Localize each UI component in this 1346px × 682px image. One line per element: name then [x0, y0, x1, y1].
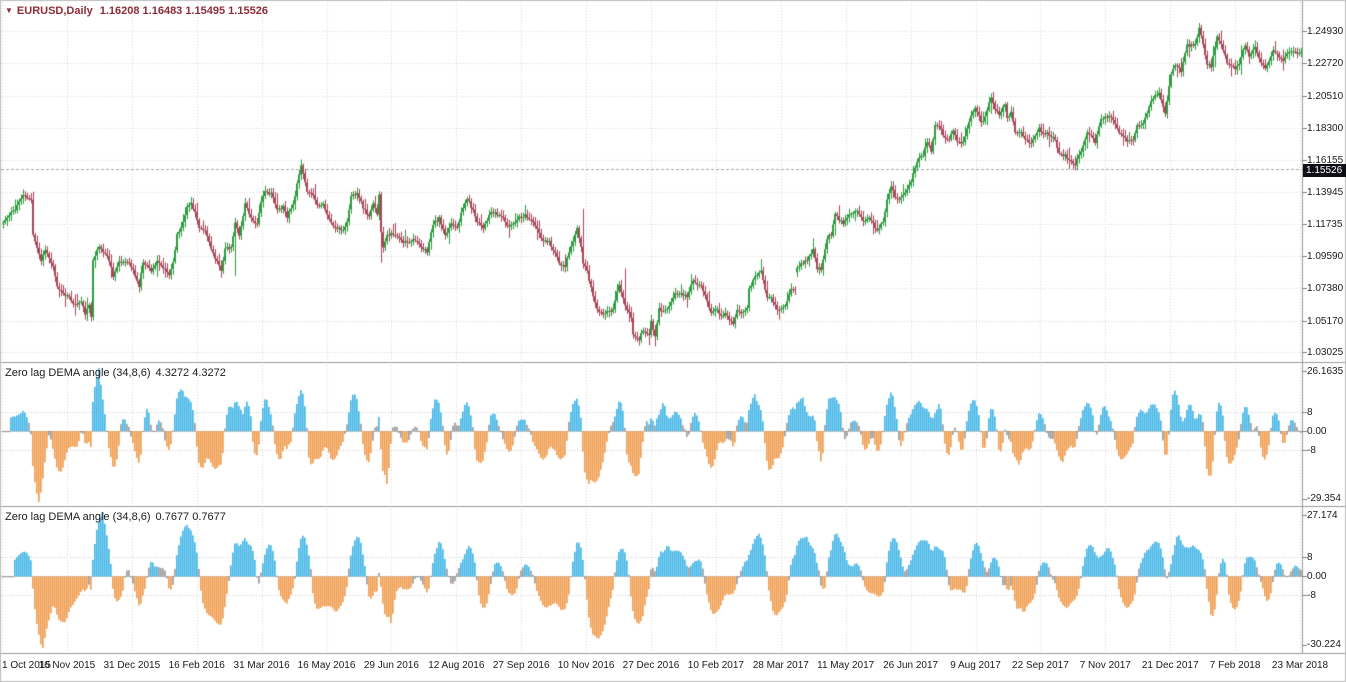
date-axis-label: 31 Mar 2016	[233, 660, 290, 671]
date-axis-label: 7 Nov 2017	[1079, 660, 1131, 671]
indicator2-values: 0.7677 0.7677	[155, 511, 226, 523]
time-axis[interactable]: 1 Oct 2015 16 Nov 2015 31 Dec 2015 16 Feb 2…	[0, 656, 1346, 682]
date-axis-label: 10 Feb 2017	[687, 660, 744, 671]
indicator1-name: Zero lag DEMA angle (34,8,6)	[5, 367, 151, 379]
chart-title: ▼ EURUSD,Daily 1.16208 1.16483 1.15495 1.1…	[5, 5, 268, 17]
price-axis[interactable]	[1302, 0, 1346, 653]
date-axis-label: 16 May 2016	[297, 660, 356, 671]
date-axis-label: 23 Mar 2018	[1271, 660, 1329, 671]
date-axis-label: 31 Dec 2015	[103, 660, 161, 671]
indicator1-title: Zero lag DEMA angle (34,8,6) 4.3272 4.327…	[5, 367, 226, 379]
indicator2-name: Zero lag DEMA angle (34,8,6)	[5, 511, 151, 523]
date-axis-label: 11 May 2017	[817, 660, 875, 671]
indicator1-values: 4.3272 4.3272	[155, 367, 226, 379]
date-axis-label: 27 Dec 2016	[622, 660, 680, 671]
date-axis-label: 27 Sep 2016	[492, 660, 550, 671]
date-axis-label: 21 Dec 2017	[1141, 660, 1199, 671]
date-axis-label: 16 Feb 2016	[168, 660, 225, 671]
date-axis-label: 26 Jun 2017	[883, 660, 939, 671]
date-axis-label: 9 Aug 2017	[950, 660, 1001, 671]
date-axis-label: 7 Feb 2018	[1209, 660, 1261, 671]
indicator2-title: Zero lag DEMA angle (34,8,6) 0.7677 0.767…	[5, 511, 226, 523]
date-axis-label: 16 Nov 2015	[38, 660, 96, 671]
date-axis-label: 1 Oct 2015	[2, 660, 51, 671]
date-axis-label: 28 Mar 2017	[752, 660, 809, 671]
chart-symbol-period: EURUSD,Daily	[16, 5, 93, 17]
date-axis-label: 29 Jun 2016	[363, 660, 419, 671]
date-axis-label: 10 Nov 2016	[557, 660, 615, 671]
date-axis-label: 22 Sep 2017	[1012, 660, 1069, 671]
date-axis-label: 12 Aug 2016	[428, 660, 485, 671]
chart-ohlc-values: 1.16208 1.16483 1.15495 1.15526	[99, 5, 268, 17]
symbol-dropdown-marker-icon[interactable]: ▼	[5, 6, 13, 15]
